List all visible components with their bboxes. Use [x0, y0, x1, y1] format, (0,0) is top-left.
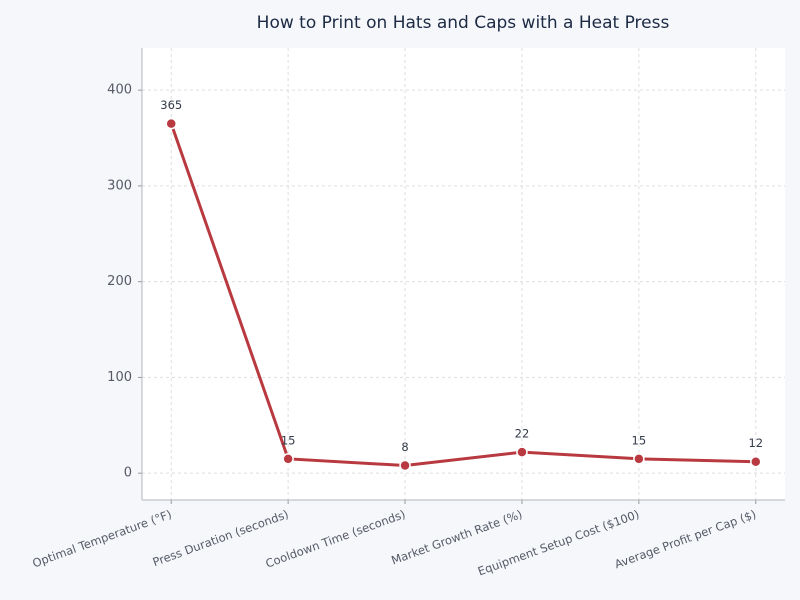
- point: [750, 455, 762, 468]
- line: [169, 123, 756, 468]
- data-label: 8: [401, 440, 408, 454]
- point: [282, 453, 294, 465]
- data-label: 365: [160, 98, 182, 112]
- chart-title: How to Print on Hats and Caps with a Hea…: [257, 13, 670, 33]
- data-label: 15: [281, 433, 296, 447]
- y-tick-label: 200: [107, 274, 132, 289]
- point: [516, 446, 528, 458]
- y-tick-label: 400: [107, 83, 132, 98]
- point: [399, 459, 411, 472]
- plot-area: [142, 48, 785, 500]
- data-label: 22: [515, 427, 530, 441]
- data-label: 15: [632, 433, 647, 447]
- data-label: 12: [748, 436, 763, 450]
- point: [633, 453, 645, 465]
- y-tick-label: 0: [124, 466, 132, 481]
- point: [165, 117, 177, 130]
- y-tick-label: 100: [107, 370, 132, 385]
- y-tick-label: 300: [107, 178, 132, 193]
